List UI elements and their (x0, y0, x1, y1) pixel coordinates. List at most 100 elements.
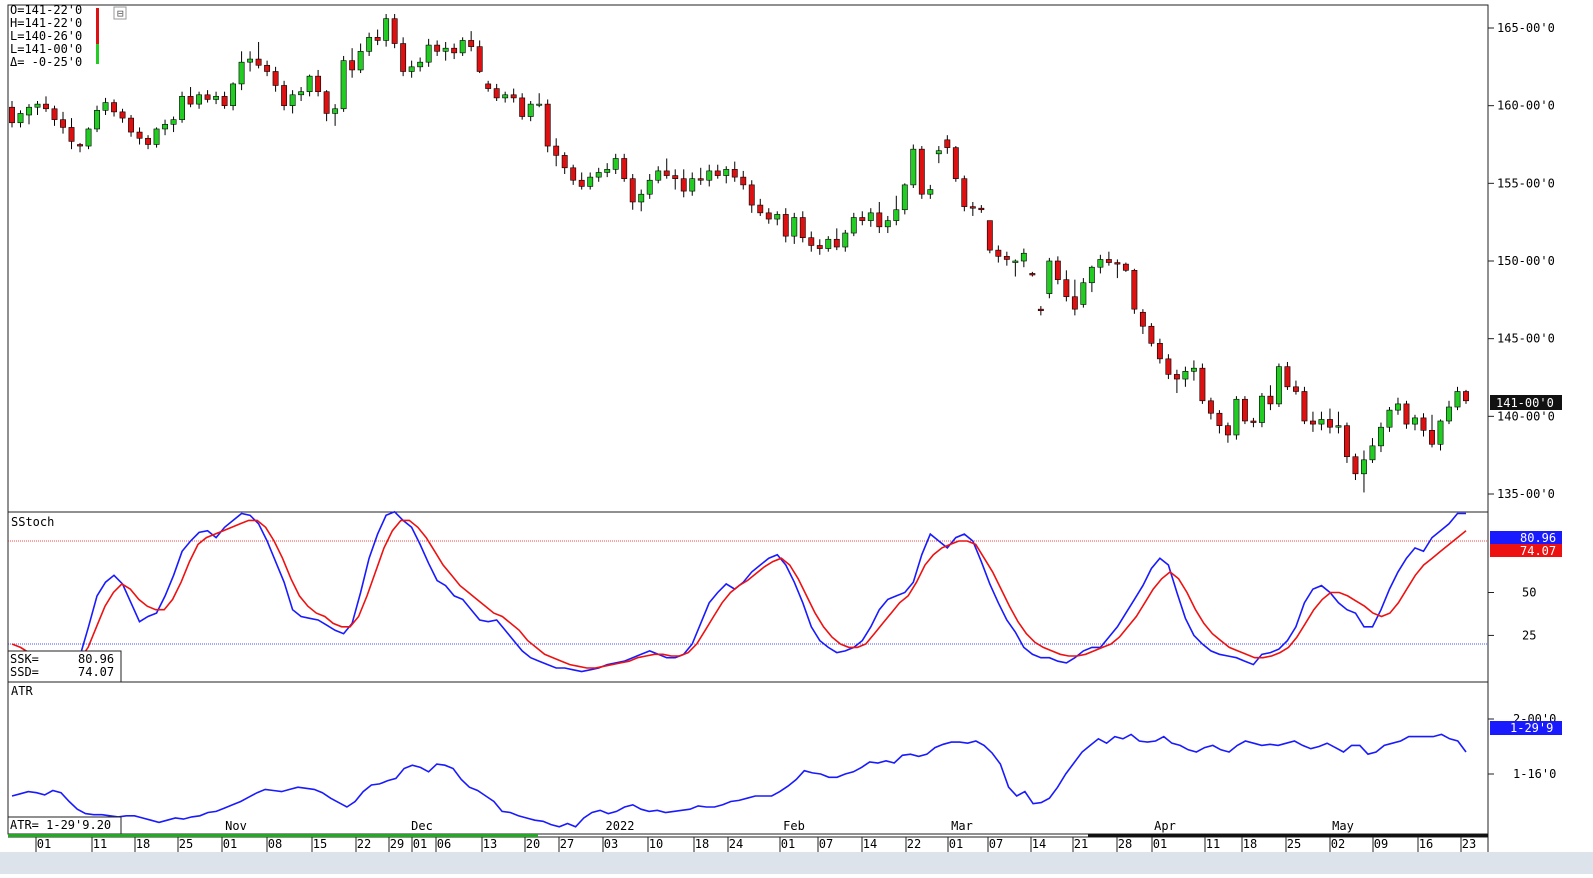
candle (510, 88, 517, 103)
candle (366, 32, 373, 56)
candle-body (1327, 419, 1333, 428)
candle (1420, 413, 1427, 437)
candle-body (527, 103, 534, 117)
day-label: 25 (179, 837, 193, 851)
price-tick-label: 165-00'0 (1497, 21, 1555, 35)
candle (374, 29, 381, 46)
candle-body (1003, 256, 1010, 260)
candle-body (1284, 366, 1291, 388)
candle-body (680, 178, 687, 192)
candle-body (893, 209, 900, 221)
day-label: 13 (483, 837, 497, 851)
collapse-button[interactable]: ⊟ (113, 6, 127, 20)
candle-body (1165, 358, 1172, 375)
candle-body (740, 176, 747, 186)
day-label: 09 (1374, 837, 1388, 851)
candle-body (162, 124, 168, 130)
ssk-value: 80.96 (78, 652, 114, 666)
candle (969, 201, 976, 216)
day-label: 22 (357, 837, 371, 851)
day-label: 24 (729, 837, 743, 851)
candle-body (952, 147, 959, 179)
candle-body (510, 94, 517, 99)
candle (918, 146, 925, 199)
candle-body (995, 249, 1002, 257)
candle-body (408, 66, 415, 72)
candle-body (1199, 367, 1206, 402)
candle (595, 167, 602, 182)
candle-body (714, 170, 721, 176)
candle (1233, 396, 1240, 440)
candle (221, 91, 228, 109)
candle (527, 101, 534, 122)
candle (264, 60, 271, 77)
time-scrollbar-dark[interactable] (1088, 834, 1488, 837)
candle-body (816, 245, 823, 249)
candle (128, 114, 134, 137)
candle-body (1318, 419, 1325, 425)
candle-body (1122, 263, 1129, 271)
day-label: 11 (93, 837, 107, 851)
month-label: 2022 (606, 819, 635, 833)
candle (1258, 393, 1265, 428)
candle (1250, 417, 1257, 428)
candle (961, 175, 968, 212)
candle-body (697, 178, 704, 181)
ohlc-high: H=141-22'0 (10, 16, 82, 30)
candle-body (272, 71, 279, 86)
candle (136, 127, 143, 145)
candle (417, 57, 424, 72)
day-label: 25 (1287, 837, 1301, 851)
candle (748, 180, 755, 213)
atr-badge (1490, 721, 1562, 735)
candle (68, 118, 75, 150)
candle (1114, 259, 1121, 279)
candle (1284, 361, 1291, 390)
day-label: 08 (268, 837, 282, 851)
candle-body (128, 117, 134, 133)
candle (952, 146, 959, 182)
candle (816, 239, 823, 255)
price-tick-label: 160-00'0 (1497, 99, 1555, 113)
stoch-tick-label: 25 (1522, 628, 1536, 642)
month-label: Feb (783, 819, 805, 833)
price-tick-label: 135-00'0 (1497, 487, 1555, 501)
candle (1352, 453, 1359, 481)
candle (391, 14, 398, 49)
atr-series-line (11, 733, 1467, 828)
candle (111, 99, 117, 117)
candle-body (374, 37, 381, 41)
candle-body (1207, 400, 1214, 414)
candle (1361, 450, 1367, 493)
candle (1207, 397, 1214, 420)
candle (349, 48, 356, 78)
candle (289, 90, 296, 114)
time-scrollbar-green[interactable] (8, 834, 538, 837)
candle-body (672, 175, 679, 179)
candle-body (1267, 395, 1274, 405)
candle-body (833, 238, 840, 248)
price-tick-label: 150-00'0 (1497, 254, 1555, 268)
candle-body (247, 58, 254, 63)
candle-body (859, 217, 866, 221)
day-label: 07 (989, 837, 1003, 851)
candle (247, 51, 254, 72)
day-label: 02 (1331, 837, 1345, 851)
candle (1216, 410, 1223, 434)
candle-body (867, 212, 874, 221)
candle-body (111, 102, 117, 113)
candle-body (238, 61, 245, 85)
candle (1012, 259, 1019, 277)
candle (85, 127, 92, 150)
candle-body (230, 83, 237, 106)
last-price-label: 141-00'0 (1496, 396, 1554, 410)
candle (553, 138, 560, 167)
candle (799, 211, 806, 243)
ssd-series-line (11, 519, 1467, 669)
candle (782, 208, 789, 243)
candle (995, 245, 1002, 263)
candle-body (791, 217, 798, 237)
candle-body (765, 212, 772, 220)
